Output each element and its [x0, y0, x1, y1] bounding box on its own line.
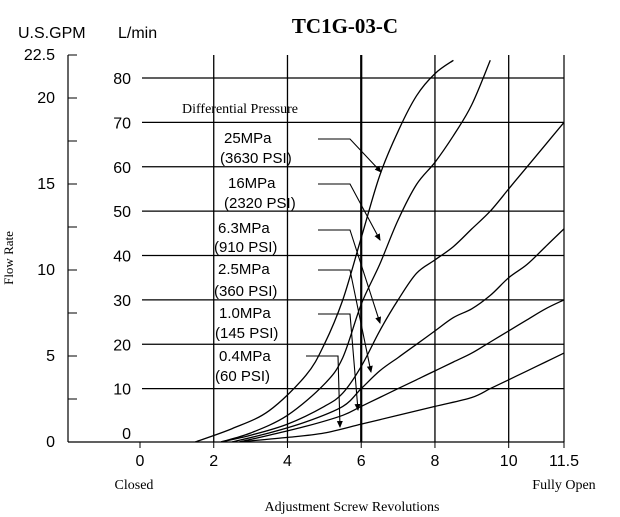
lmin-tick-label: 30	[113, 293, 131, 310]
series-label-psi: (60 PSI)	[215, 368, 270, 385]
lmin-tick-label: 50	[113, 204, 131, 221]
x-tick-label: 8	[431, 453, 440, 470]
gpm-axis: 0 5 10 15 20 22.5	[24, 47, 77, 451]
series-line	[220, 121, 565, 443]
gpm-tick-label: 10	[37, 262, 55, 279]
series-label-psi: (2320 PSI)	[224, 195, 296, 212]
series-curves	[195, 59, 565, 443]
gpm-tick-label: 15	[37, 176, 55, 193]
lmin-tick-label: 20	[113, 337, 131, 354]
series-line	[232, 228, 565, 443]
series-label-psi: (360 PSI)	[214, 283, 277, 300]
series-label-psi: (910 PSI)	[214, 239, 277, 256]
x-tick-label: 11.5	[549, 453, 579, 470]
lmin-tick-label: 70	[113, 115, 131, 132]
lmin-tick-label: 60	[113, 160, 131, 177]
right-unit-label: L/min	[118, 25, 157, 42]
series-line	[239, 352, 565, 443]
x-tick-label: 4	[283, 453, 292, 470]
series-labels: 25MPa (3630 PSI) 16MPa (2320 PSI) 6.3MPa (910…	[214, 130, 382, 428]
lmin-tick-label: 40	[113, 249, 131, 266]
series-leader-line	[318, 183, 381, 241]
x-tick-label: 0	[136, 453, 145, 470]
series-line	[239, 299, 565, 443]
series-label-pressure: 16MPa	[228, 175, 276, 192]
series-label-pressure: 6.3MPa	[218, 220, 270, 237]
series-label-pressure: 0.4MPa	[219, 348, 271, 365]
x-tick-labels: 0 2 4 6 8 10 11.5	[136, 453, 580, 470]
legend-title: Differential Pressure	[182, 102, 298, 117]
x-label-fully-open: Fully Open	[532, 478, 595, 493]
x-tick-label: 10	[500, 453, 518, 470]
series-leader-line	[318, 138, 382, 173]
series-label-psi: (3630 PSI)	[220, 150, 292, 167]
lmin-tick-label: 10	[113, 382, 131, 399]
chart-grid	[68, 55, 565, 448]
series-label-pressure: 1.0MPa	[219, 305, 271, 322]
series-label-pressure: 25MPa	[224, 130, 272, 147]
series-leader-line	[318, 229, 382, 324]
series-label-psi: (145 PSI)	[215, 325, 278, 342]
left-unit-label: U.S.GPM	[18, 25, 86, 42]
y-axis-label: Flow Rate	[1, 231, 16, 285]
series-line	[220, 60, 491, 443]
series-leader-line	[318, 269, 373, 373]
series-leader-line	[318, 313, 361, 411]
gpm-tick-label: 20	[37, 90, 55, 107]
lmin-tick-label: 80	[113, 71, 131, 88]
series-label-pressure: 2.5MPa	[218, 261, 270, 278]
series-leader-line	[306, 355, 343, 428]
x-label-closed: Closed	[115, 478, 154, 493]
gpm-tick-label: 22.5	[24, 47, 55, 64]
chart-title: TC1G-03-C	[292, 14, 398, 38]
series-line	[195, 59, 454, 443]
lmin-tick-label: 0	[122, 426, 131, 443]
gpm-tick-label: 5	[46, 348, 55, 365]
x-tick-label: 6	[357, 453, 366, 470]
x-tick-label: 2	[209, 453, 218, 470]
gpm-tick-label: 0	[46, 434, 55, 451]
y-tick-labels-lmin: 0 10 20 30 40 50 60 70 80	[113, 71, 131, 443]
x-axis-label: Adjustment Screw Revolutions	[265, 500, 440, 515]
